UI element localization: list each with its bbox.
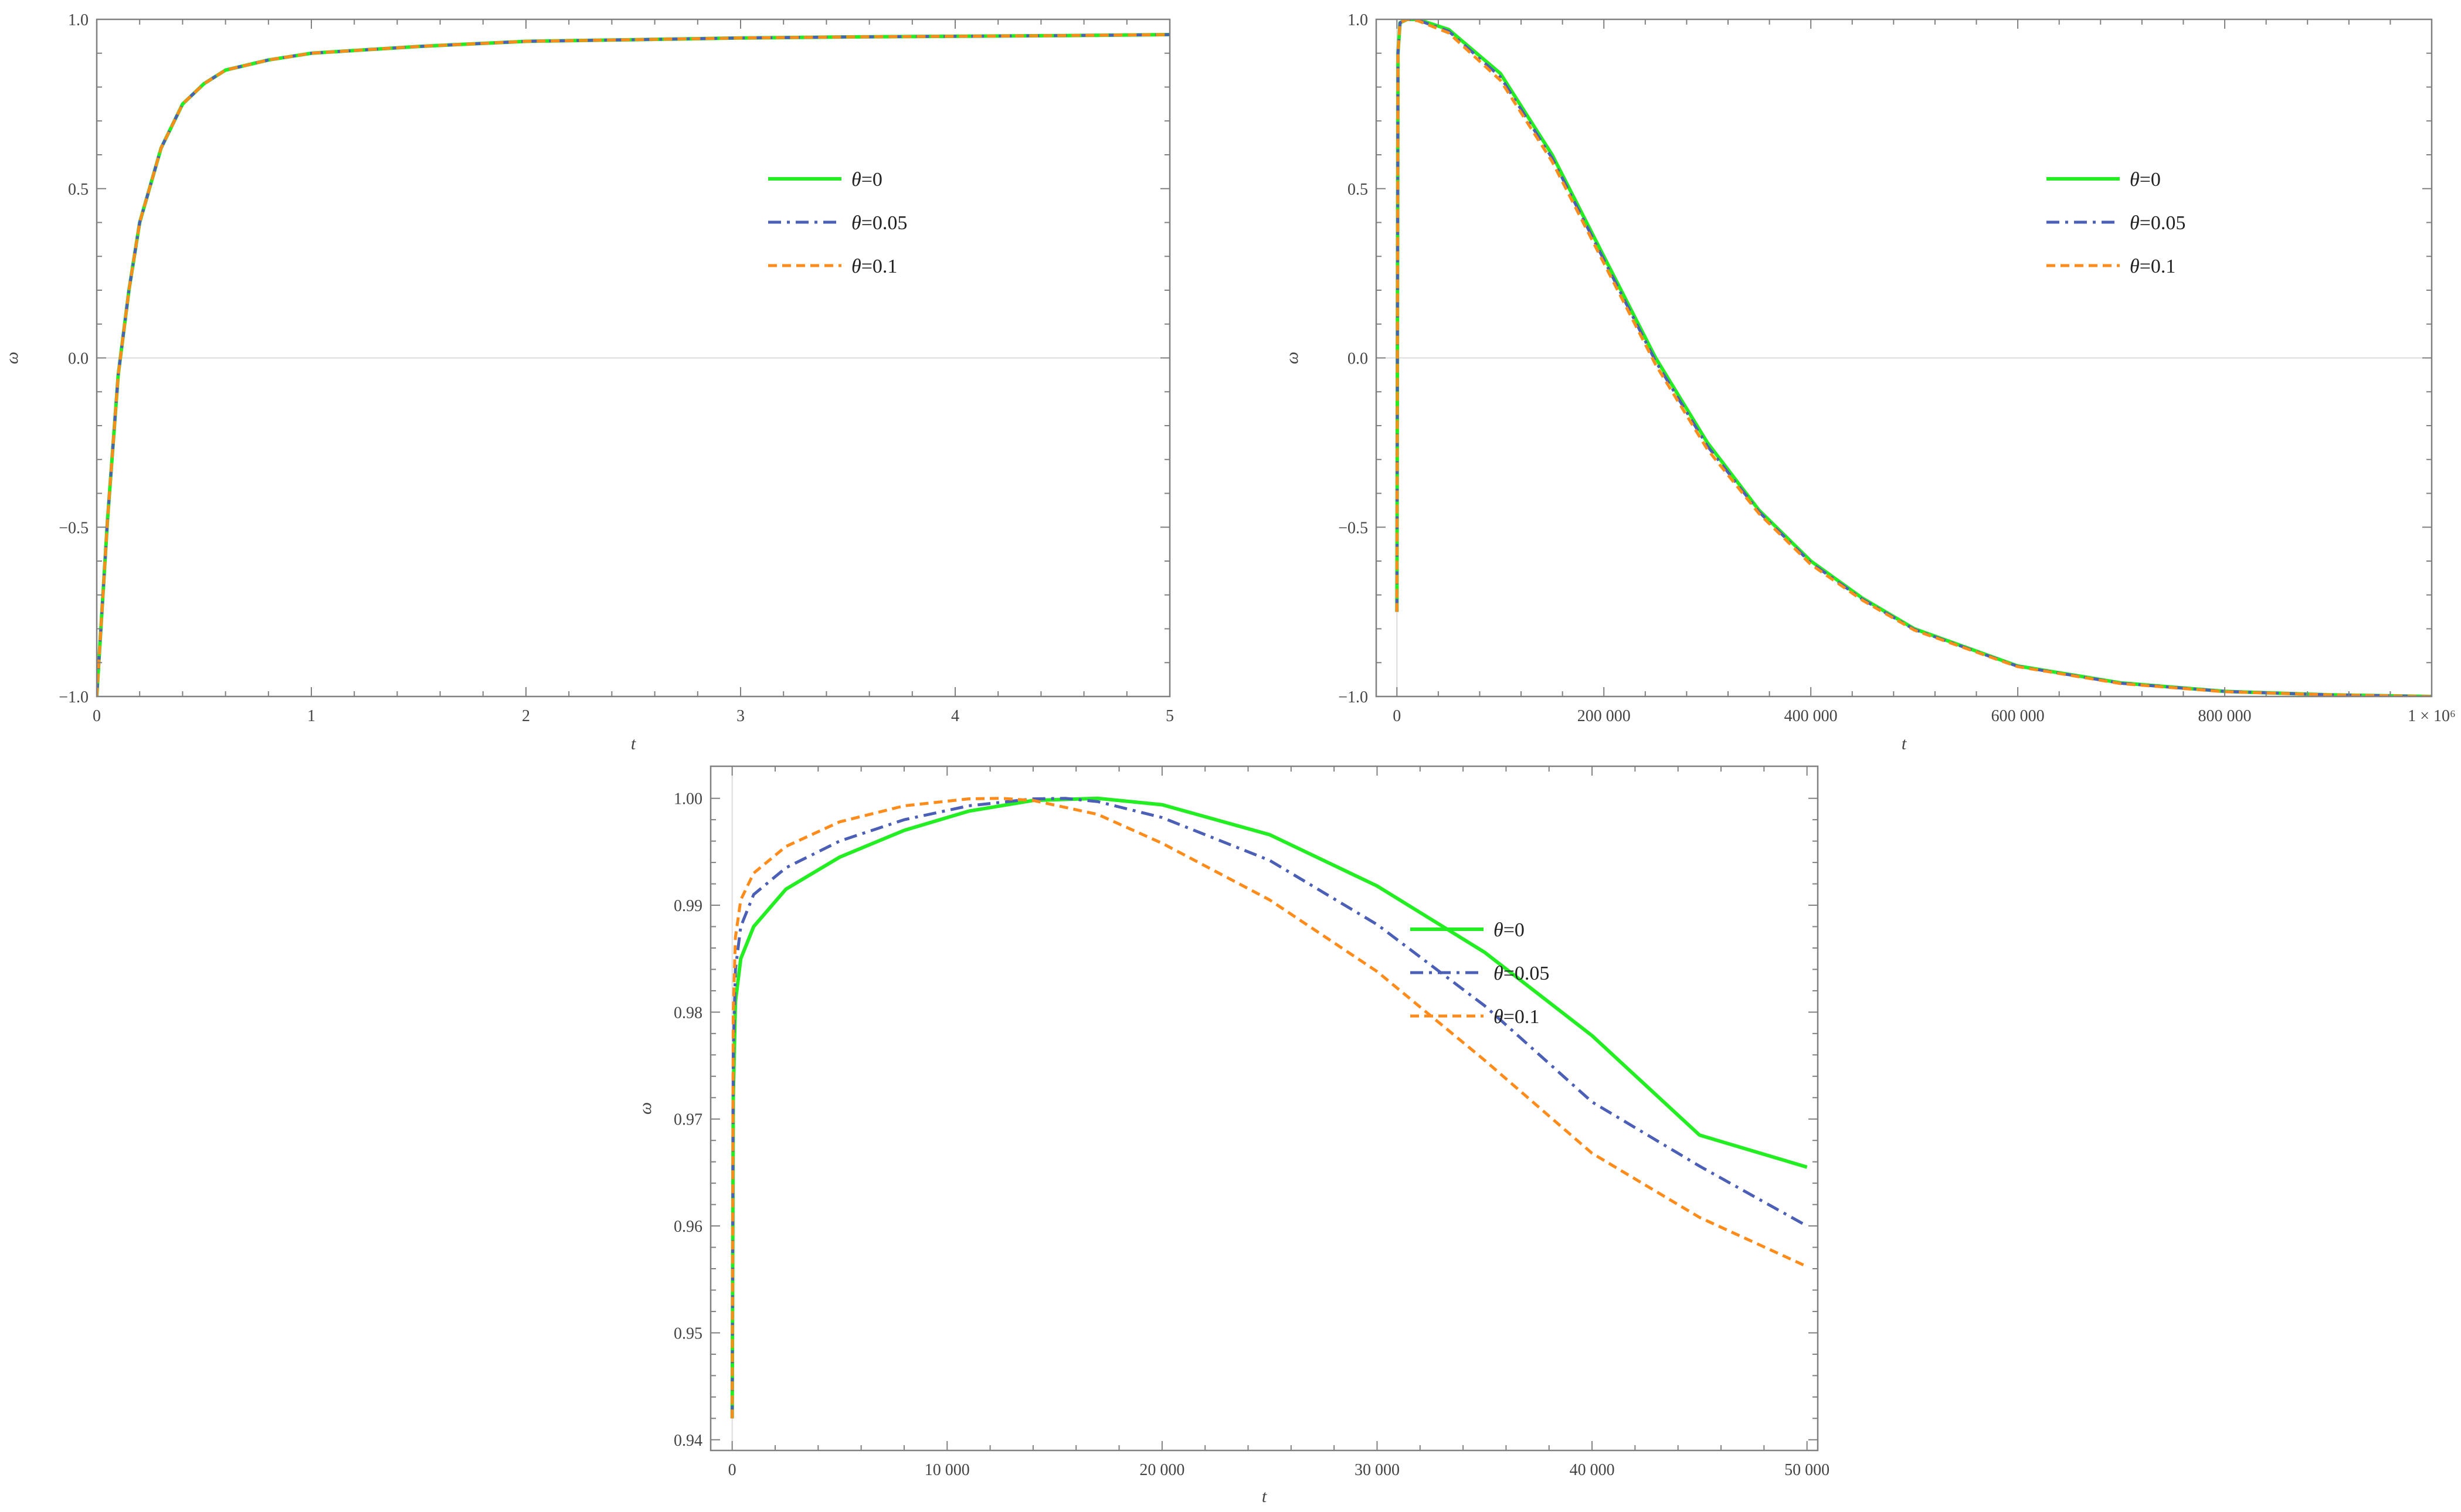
y-axis-label: ω <box>636 1102 655 1115</box>
plot-top-left: 0 1 2 3 4 5 −1.0 −0.5 0.0 0.5 1.0 t ω θ=0 θ=0.05 θ=0.1 <box>2 11 1174 753</box>
plot-top-right: 0 200 000 400 000 600 000 800 000 1 × 10⁶ −1.0… <box>1282 11 2456 753</box>
y-tick-label: 0.98 <box>674 1004 702 1022</box>
x-tick-label: 1 <box>307 707 315 725</box>
legend-label-1: θ=0.05 <box>851 212 907 234</box>
y-tick-label: −0.5 <box>1338 519 1368 537</box>
legend-label-0: θ=0 <box>1493 919 1525 941</box>
x-tick-label: 3 <box>736 707 745 725</box>
x-tick-label: 10 000 <box>925 1461 970 1479</box>
y-tick-label: 1.00 <box>674 790 702 808</box>
x-tick-label: 0 <box>728 1461 736 1479</box>
series-group <box>97 33 1170 696</box>
series-line-0 <box>730 796 1808 1419</box>
legend-label-1: θ=0.05 <box>1493 963 1549 984</box>
x-tick-label: 800 000 <box>2198 707 2252 725</box>
y-tick-label: 0.94 <box>674 1432 702 1450</box>
y-tick-label: 0.0 <box>1347 350 1368 368</box>
y-tick-label: 0.5 <box>1347 181 1368 199</box>
x-tick-label: 0 <box>93 707 101 725</box>
y-tick-label: −1.0 <box>59 688 89 706</box>
x-tick-label: 20 000 <box>1139 1461 1184 1479</box>
y-tick-label: 0.95 <box>674 1324 702 1343</box>
x-axis-label: t <box>631 734 636 753</box>
x-tick-label: 200 000 <box>1577 707 1631 725</box>
y-axis-label: ω <box>2 352 22 364</box>
x-axis-label: t <box>1262 1487 1267 1506</box>
x-tick-label: 0 <box>1393 707 1401 725</box>
y-tick-label: 0.0 <box>68 350 89 368</box>
x-axis-label: t <box>1902 734 1907 753</box>
series-line-2 <box>731 797 1808 1419</box>
y-tick-label: 1.0 <box>1347 11 1368 29</box>
legend: θ=0 θ=0.05 θ=0.1 <box>1410 919 1549 1028</box>
legend-label-0: θ=0 <box>2130 169 2161 191</box>
series-line-0 <box>97 33 1170 696</box>
x-tick-label: 600 000 <box>1991 707 2045 725</box>
y-tick-label: 0.96 <box>674 1218 702 1236</box>
x-tick-label: 30 000 <box>1355 1461 1400 1479</box>
x-tick-label: 400 000 <box>1784 707 1838 725</box>
y-tick-label: 1.0 <box>68 11 89 29</box>
x-tick-label: 1 × 10⁶ <box>2408 707 2456 725</box>
y-tick-label: 0.97 <box>674 1111 702 1129</box>
legend-label-1: θ=0.05 <box>2130 212 2185 234</box>
x-tick-label: 50 000 <box>1784 1461 1829 1479</box>
y-tick-label: −0.5 <box>59 519 89 537</box>
legend-label-2: θ=0.1 <box>2130 256 2175 277</box>
legend: θ=0 θ=0.05 θ=0.1 <box>2046 169 2185 277</box>
series-line-2 <box>97 33 1170 696</box>
x-tick-label: 4 <box>951 707 959 725</box>
series-line-1 <box>97 33 1170 696</box>
legend: θ=0 θ=0.05 θ=0.1 <box>768 169 907 277</box>
y-tick-label: −1.0 <box>1338 688 1368 706</box>
x-tick-label: 5 <box>1166 707 1174 725</box>
y-tick-label: 0.99 <box>674 897 702 915</box>
y-axis-label: ω <box>1282 352 1302 364</box>
y-tick-label: 0.5 <box>68 181 89 199</box>
plot-bottom-center: 0 10 000 20 000 30 000 40 000 50 000 0.94 0.95 0… <box>636 765 1829 1506</box>
x-tick-label: 2 <box>522 707 530 725</box>
series-group <box>730 796 1808 1419</box>
x-tick-label: 40 000 <box>1570 1461 1615 1479</box>
legend-label-0: θ=0 <box>851 169 882 191</box>
legend-label-2: θ=0.1 <box>851 256 897 277</box>
legend-label-2: θ=0.1 <box>1493 1006 1539 1028</box>
plot-frame <box>710 765 1819 1452</box>
series-line-1 <box>731 797 1808 1419</box>
